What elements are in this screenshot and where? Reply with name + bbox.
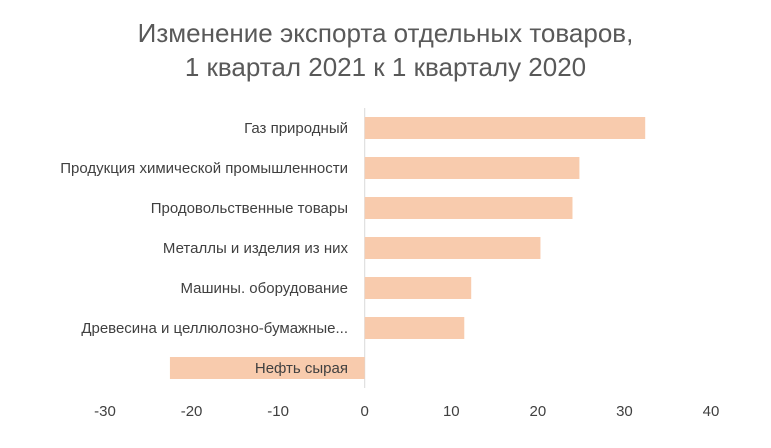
chart-title-line-1: Изменение экспорта отдельных товаров, [137,18,634,48]
category-label: Машины. оборудование [180,280,348,297]
bar [364,277,472,299]
bar [364,197,573,219]
bar [169,357,365,379]
x-tick-label: 0 [361,403,369,420]
x-tick-label: -30 [94,403,116,420]
x-tick-label: 20 [530,403,547,420]
bar [364,237,541,259]
category-label: Продукция химической промышленности [60,160,348,177]
x-tick-label: 30 [616,403,633,420]
category-label: Металлы и изделия из них [163,240,349,257]
x-tick-label: 40 [703,403,720,420]
bar [364,157,580,179]
x-tick-label: -20 [181,403,203,420]
bar [364,317,465,339]
category-label: Нефть сырая [255,360,348,377]
x-tick-label: 10 [443,403,460,420]
chart-title-line-2: 1 квартал 2021 к 1 кварталу 2020 [184,52,587,82]
category-label: Древесина и целлюлозно-бумажные... [81,320,348,337]
category-label: Газ природный [244,120,348,137]
bar [364,117,646,139]
chart-title: Изменение экспорта отдельных товаров, 1 … [0,16,771,84]
x-tick-label: -10 [267,403,289,420]
category-label: Продовольственные товары [151,200,348,217]
